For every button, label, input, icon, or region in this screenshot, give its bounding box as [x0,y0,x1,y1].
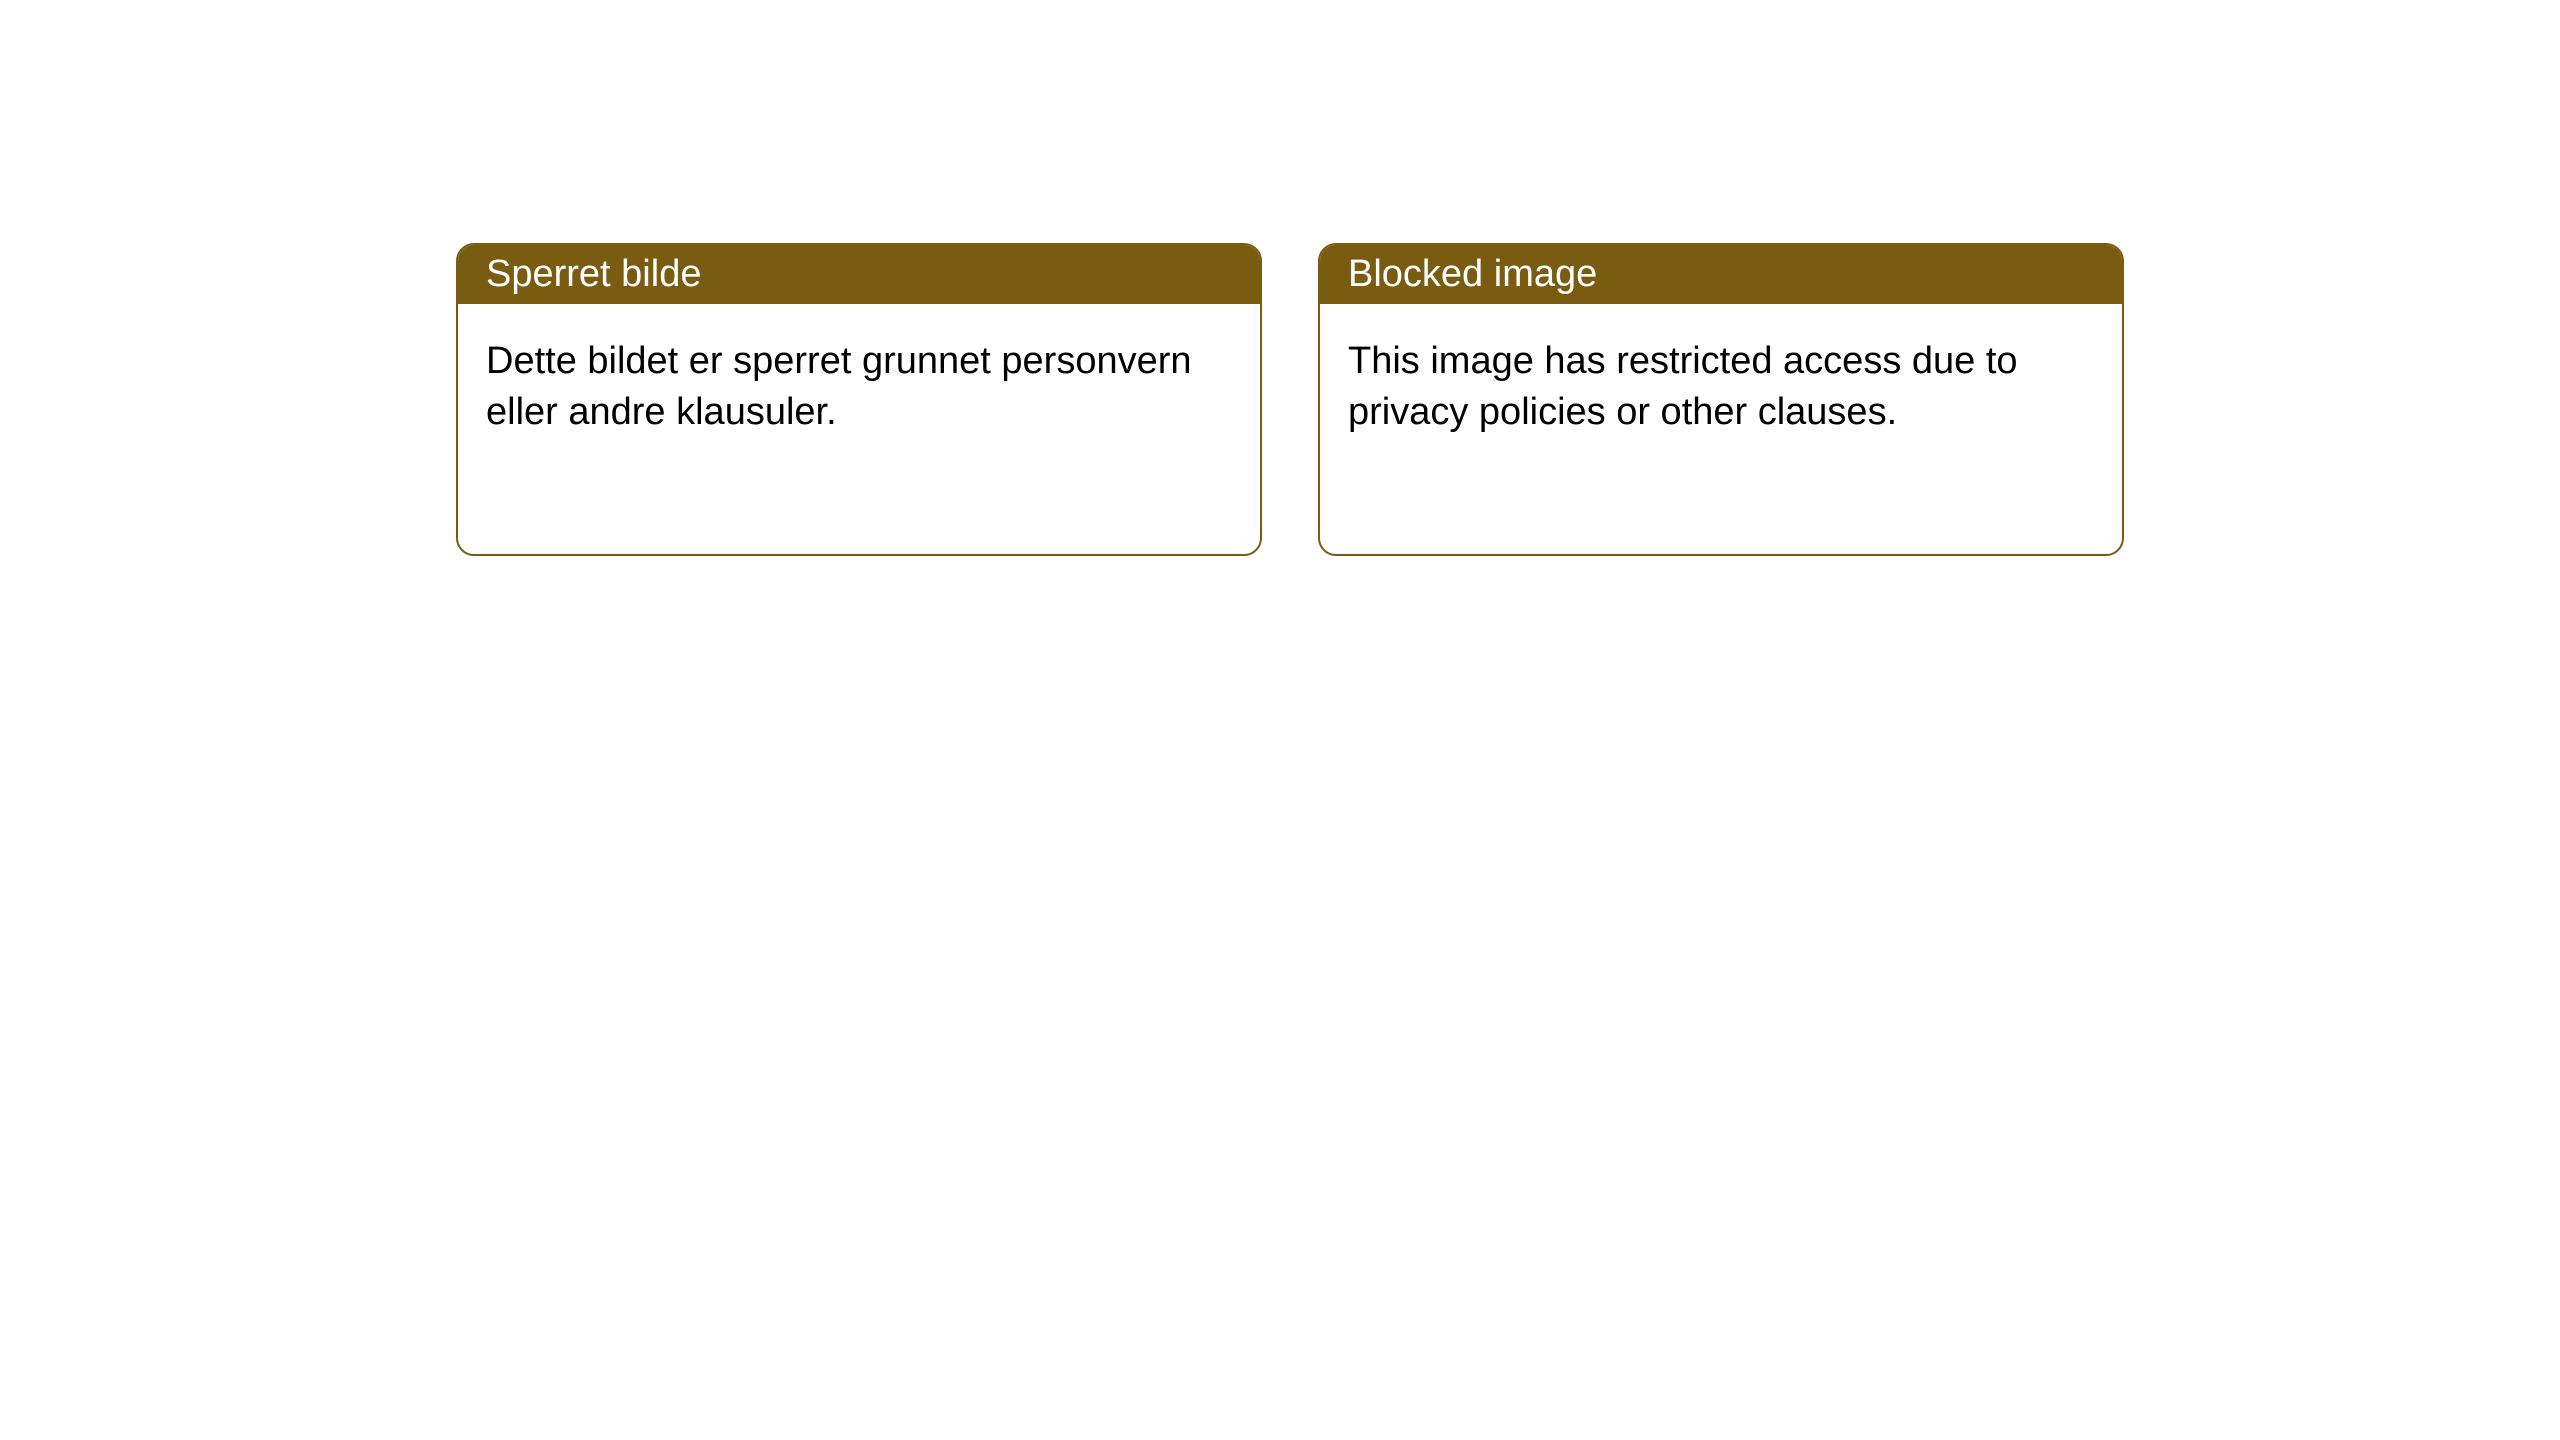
notice-card-message: Dette bildet er sperret grunnet personve… [486,340,1192,433]
notice-card-header: Blocked image [1320,245,2122,304]
notice-card-norwegian: Sperret bilde Dette bildet er sperret gr… [456,243,1262,556]
notice-card-body: Dette bildet er sperret grunnet personve… [458,304,1260,554]
notice-container: Sperret bilde Dette bildet er sperret gr… [0,0,2560,556]
notice-card-body: This image has restricted access due to … [1320,304,2122,554]
notice-card-header: Sperret bilde [458,245,1260,304]
notice-card-message: This image has restricted access due to … [1348,340,2018,433]
notice-card-english: Blocked image This image has restricted … [1318,243,2124,556]
notice-card-title: Blocked image [1348,253,1597,295]
notice-card-title: Sperret bilde [486,253,701,295]
